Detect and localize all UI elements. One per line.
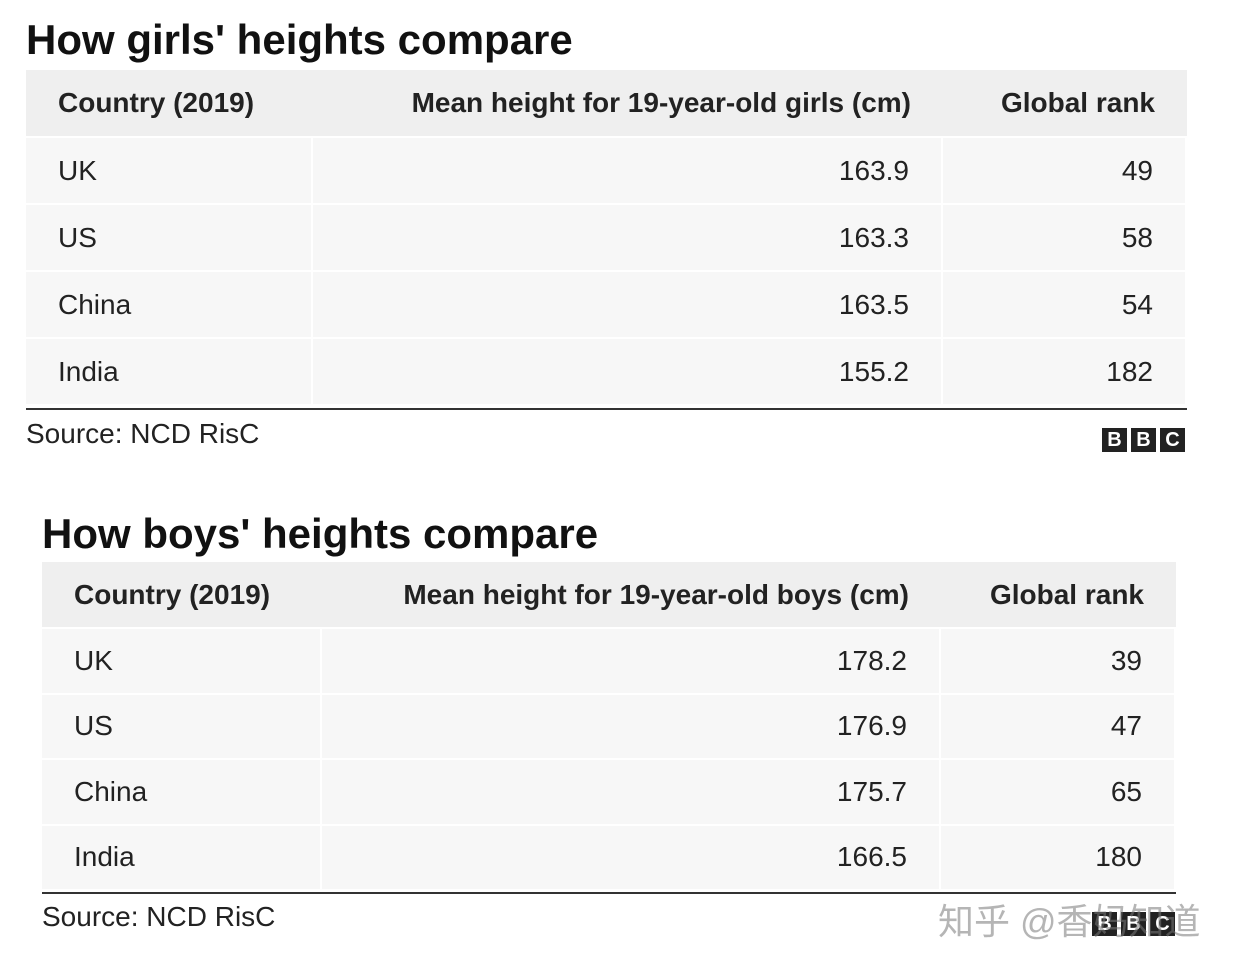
logo-letter: B <box>1102 428 1127 452</box>
table-title: How girls' heights compare <box>26 16 573 63</box>
table-cell: US <box>42 692 322 758</box>
watermark: 知乎 @香妈知道 <box>938 901 1201 942</box>
column-header: Country (2019) <box>42 562 322 627</box>
table-cell: 49 <box>943 136 1187 203</box>
logo-letter: C <box>1150 912 1175 936</box>
table-title: How boys' heights compare <box>42 510 599 557</box>
table-cell: 166.5 <box>322 823 941 889</box>
table-cell: 163.5 <box>313 270 943 337</box>
table-cell: India <box>26 337 313 404</box>
table-rule <box>26 408 1187 410</box>
table-cell: 176.9 <box>322 692 941 758</box>
table-cell: US <box>26 203 313 270</box>
table-cell: 54 <box>943 270 1187 337</box>
table-cell: 163.9 <box>313 136 943 203</box>
table-cell: 155.2 <box>313 337 943 404</box>
table-cell: 178.2 <box>322 627 941 693</box>
table-cell: 182 <box>943 337 1187 404</box>
table-cell: 180 <box>941 823 1176 889</box>
table-rule <box>42 892 1176 894</box>
source-note: Source: NCD RisC <box>42 901 276 932</box>
table-cell: UK <box>26 136 313 203</box>
logo-letter: B <box>1131 428 1156 452</box>
logo-letter: B <box>1121 912 1146 936</box>
table-cell: 65 <box>941 758 1176 824</box>
column-header: Country (2019) <box>26 70 313 136</box>
logo-letter: C <box>1160 428 1185 452</box>
logo-letter: B <box>1092 912 1117 936</box>
table-cell: 58 <box>943 203 1187 270</box>
table-cell: 175.7 <box>322 758 941 824</box>
column-header: Mean height for 19-year-old boys (cm) <box>322 562 941 627</box>
column-header: Mean height for 19-year-old girls (cm) <box>313 70 943 136</box>
table-cell: UK <box>42 627 322 693</box>
table-cell: 39 <box>941 627 1176 693</box>
column-header: Global rank <box>941 562 1176 627</box>
table-cell: India <box>42 823 322 889</box>
source-note: Source: NCD RisC <box>26 418 260 449</box>
table-cell: 163.3 <box>313 203 943 270</box>
table-cell: China <box>26 270 313 337</box>
table-cell: China <box>42 758 322 824</box>
table-cell: 47 <box>941 692 1176 758</box>
column-header: Global rank <box>943 70 1187 136</box>
